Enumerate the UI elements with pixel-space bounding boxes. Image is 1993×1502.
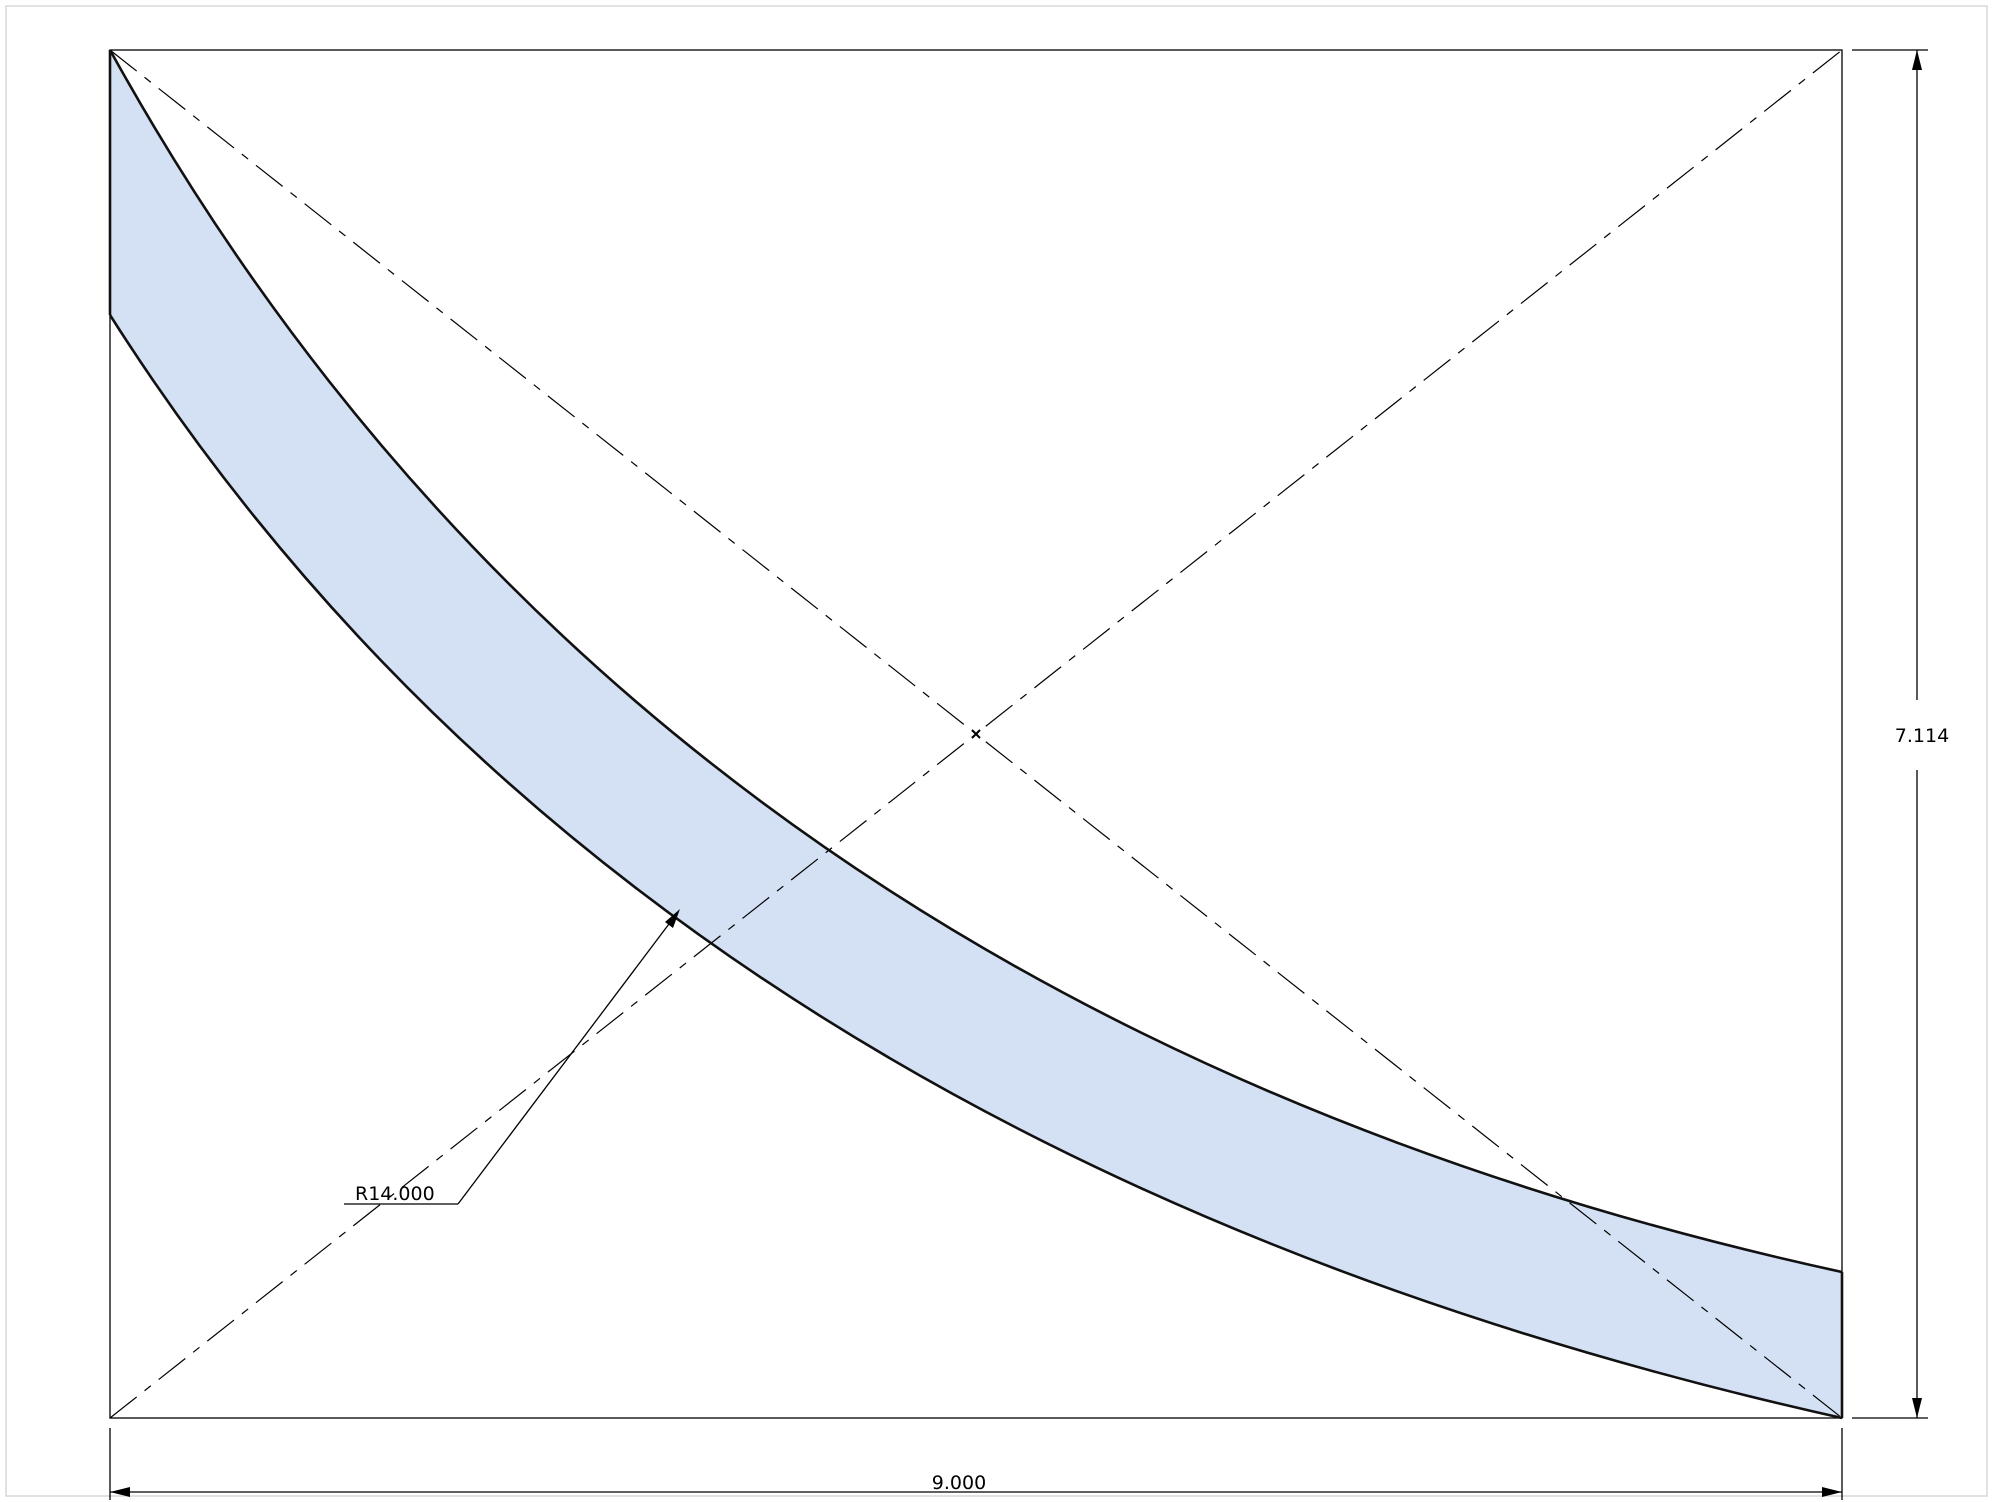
radius-leader [344,909,680,1205]
height-dimension-label[interactable]: 7.114 [1895,725,1949,747]
bounding-rectangle [109,49,1843,1419]
height-dimension [1852,49,1928,1419]
band-upper-edge[interactable] [108,49,1843,1274]
width-dimension [109,1428,1843,1500]
center-point-marker [971,729,981,739]
width-dimension-label[interactable]: 9.000 [932,1472,986,1494]
page-frame [5,5,1988,1497]
band-lower-edge[interactable] [108,314,1843,1420]
radius-dimension-label[interactable]: R14.000 [355,1183,435,1205]
